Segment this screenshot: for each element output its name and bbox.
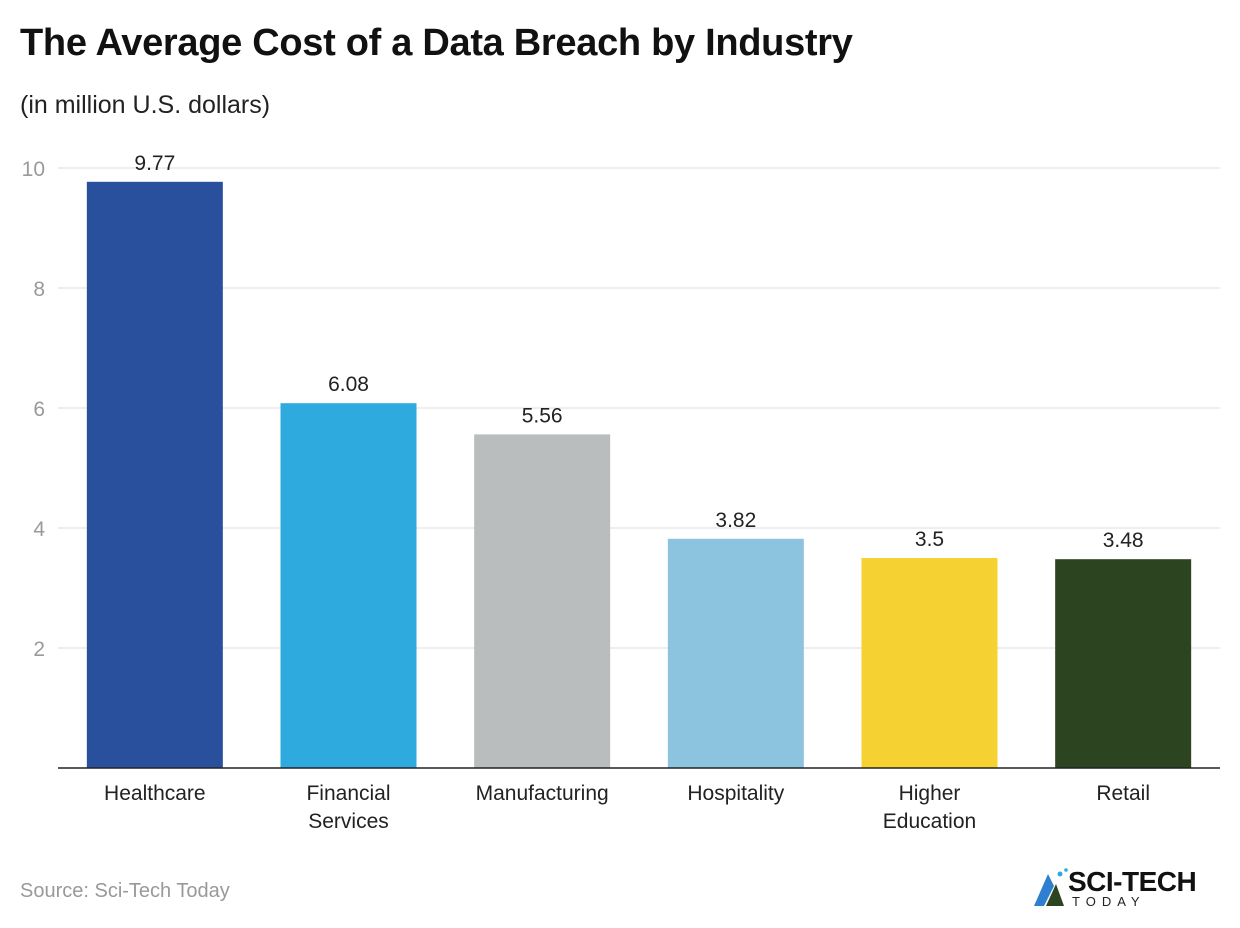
x-tick-label: Retail bbox=[1096, 782, 1150, 805]
bar bbox=[86, 181, 223, 769]
data-label: 5.56 bbox=[522, 404, 563, 427]
data-label: 9.77 bbox=[134, 152, 175, 175]
logo-icon bbox=[1034, 868, 1068, 906]
logo-subtext: TODAY bbox=[1072, 894, 1146, 909]
x-tick-label: Services bbox=[308, 810, 389, 833]
data-label: 3.48 bbox=[1103, 529, 1144, 552]
y-tick-label: 10 bbox=[22, 158, 45, 181]
logo-text: SCI-TECH bbox=[1068, 866, 1197, 897]
sci-tech-logo: SCI-TECH TODAY bbox=[1030, 866, 1210, 910]
x-tick-label: Education bbox=[883, 810, 976, 833]
y-tick-label: 8 bbox=[33, 278, 45, 301]
data-label: 3.5 bbox=[915, 528, 944, 551]
data-label: 3.82 bbox=[715, 509, 756, 532]
y-tick-label: 6 bbox=[33, 398, 45, 421]
y-tick-label: 2 bbox=[33, 638, 45, 661]
data-label: 6.08 bbox=[328, 373, 369, 396]
bar bbox=[667, 538, 804, 768]
x-tick-label: Manufacturing bbox=[476, 782, 609, 805]
x-tick-label: Higher bbox=[899, 782, 961, 805]
source-note: Source: Sci-Tech Today bbox=[20, 880, 230, 902]
y-tick-label: 4 bbox=[33, 518, 45, 541]
bar bbox=[474, 434, 611, 768]
chart-subtitle: (in million U.S. dollars) bbox=[20, 91, 271, 119]
x-tick-label: Healthcare bbox=[104, 782, 206, 805]
bar bbox=[280, 403, 417, 768]
bar bbox=[861, 558, 998, 768]
x-tick-label: Hospitality bbox=[687, 782, 784, 805]
bar bbox=[1055, 559, 1192, 768]
x-tick-label: Financial bbox=[306, 782, 390, 805]
chart-title: The Average Cost of a Data Breach by Ind… bbox=[20, 22, 853, 64]
